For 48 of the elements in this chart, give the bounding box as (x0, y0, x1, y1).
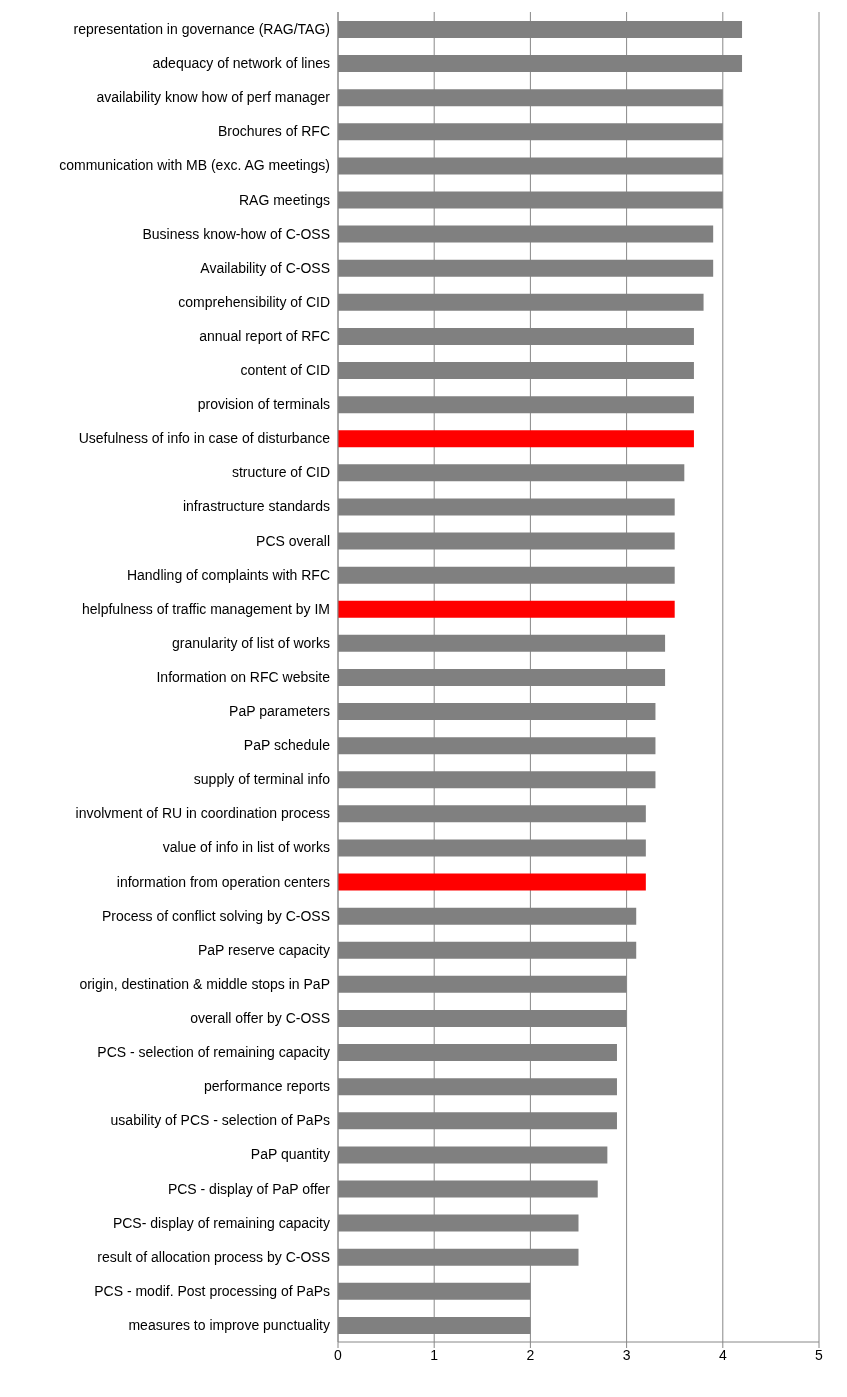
y-tick-label: PCS - selection of remaining capacity (97, 1044, 330, 1061)
y-tick-label: origin, destination & middle stops in PaP (79, 975, 330, 992)
x-tick-label: 2 (526, 1346, 535, 1363)
y-tick-label: overall offer by C-OSS (190, 1010, 330, 1026)
y-tick-label: information from operation centers (116, 873, 330, 890)
y-tick-label: Business know-how of C-OSS (142, 225, 330, 242)
y-tick-label: Availability of C-OSS (200, 259, 330, 276)
y-tick-label: value of info in list of works (162, 839, 330, 856)
y-tick-label: result of allocation process by C-OSS (97, 1248, 330, 1265)
y-tick-label: Brochures of RFC (217, 123, 330, 140)
y-tick-label: infrastructure standards (182, 498, 330, 515)
bar (338, 430, 694, 448)
y-tick-label: Handling of complaints with RFC (126, 566, 330, 583)
y-tick-label: annual report of RFC (199, 327, 330, 344)
y-tick-label: adequacy of network of lines (152, 55, 330, 72)
y-tick-label: usability of PCS - selection of PaPs (110, 1112, 330, 1129)
y-tick-label: structure of CID (231, 464, 330, 481)
x-tick-label: 4 (718, 1346, 727, 1363)
y-tick-label: availability know how of perf manager (96, 89, 331, 106)
y-tick-label: communication with MB (exc. AG meetings) (59, 157, 330, 174)
y-tick-label: performance reports (203, 1078, 330, 1095)
y-tick-label: PaP parameters (229, 703, 330, 720)
y-tick-label: measures to improve punctuality (128, 1316, 330, 1333)
y-tick-label: representation in governance (RAG/TAG) (73, 21, 330, 38)
y-tick-label: provision of terminals (197, 396, 330, 413)
y-tick-label: content of CID (240, 362, 330, 379)
y-tick-label: PaP quantity (250, 1146, 330, 1163)
bar (338, 600, 675, 618)
y-tick-label: PCS- display of remaining capacity (112, 1214, 330, 1231)
y-tick-label: PCS - display of PaP offer (167, 1180, 331, 1197)
y-tick-label: Information on RFC website (156, 668, 331, 685)
y-tick-label: Process of conflict solving by C-OSS (102, 907, 330, 924)
y-tick-label: granularity of list of works (172, 634, 330, 651)
y-tick-label: RAG meetings (238, 191, 330, 208)
y-tick-label: PCS - modif. Post processing of PaPs (94, 1282, 330, 1299)
y-tick-label: PCS overall (256, 532, 330, 549)
x-tick-label: 3 (622, 1346, 631, 1363)
x-tick-label: 5 (815, 1346, 824, 1363)
y-tick-label: helpfulness of traffic management by IM (82, 600, 330, 617)
y-tick-label: comprehensibility of CID (178, 293, 330, 310)
y-tick-label: PaP schedule (243, 737, 331, 754)
y-tick-label: involvment of RU in coordination process (75, 805, 330, 822)
x-tick-label: 1 (430, 1346, 439, 1363)
bar (338, 873, 646, 891)
y-tick-label: supply of terminal info (193, 771, 331, 788)
x-tick-label: 0 (334, 1346, 343, 1363)
y-tick-label: PaP reserve capacity (197, 941, 330, 958)
y-tick-label: Usefulness of info in case of disturbance (78, 430, 331, 447)
